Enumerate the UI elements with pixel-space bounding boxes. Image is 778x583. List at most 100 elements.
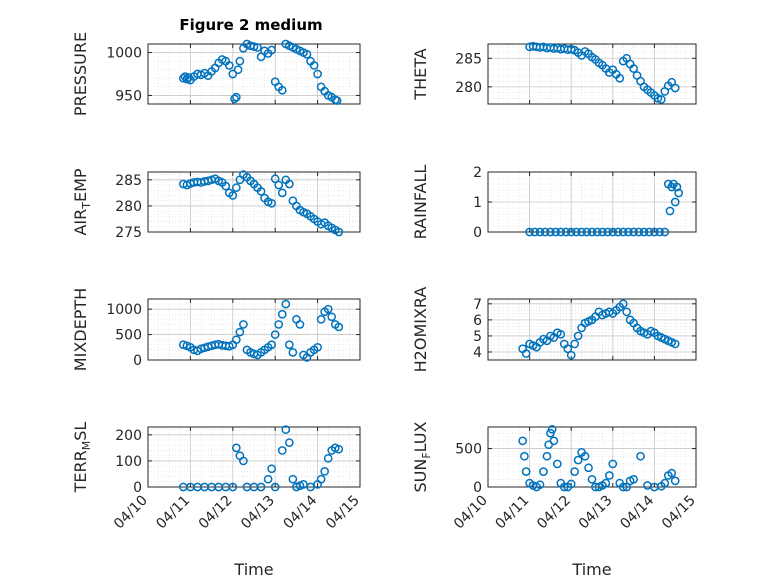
- y-axis-label: AIRTEMP: [71, 168, 93, 235]
- data-point: [629, 64, 638, 73]
- data-point: [295, 320, 305, 329]
- data-point: [670, 83, 680, 93]
- data-point: [316, 474, 326, 484]
- data-point: [566, 350, 576, 360]
- data-point: [256, 186, 266, 196]
- data-point: [542, 451, 552, 461]
- data-point: [277, 309, 287, 319]
- y-tick-label: 280: [115, 199, 142, 215]
- data-point: [582, 227, 592, 237]
- data-point: [309, 61, 319, 70]
- y-tick-label: 500: [455, 442, 482, 458]
- data-point: [530, 227, 540, 237]
- data-point: [521, 349, 531, 358]
- data-point: [239, 320, 248, 329]
- data-point: [281, 299, 291, 309]
- subplot-theta: 280 285 THETA: [411, 41, 697, 105]
- axes-box: [487, 298, 697, 361]
- y-tick-label: 1: [473, 195, 482, 211]
- data-point: [556, 329, 566, 339]
- data-point: [274, 180, 284, 190]
- data-point: [323, 453, 333, 463]
- data-point: [561, 227, 571, 237]
- data-point: [233, 65, 243, 75]
- data-point: [601, 478, 611, 488]
- data-series: [178, 299, 344, 362]
- data-series: [178, 425, 344, 492]
- data-point: [636, 451, 645, 461]
- data-point: [539, 467, 548, 476]
- y-axis-label: PRESSURE: [71, 32, 90, 116]
- data-point: [277, 85, 287, 95]
- data-point: [622, 307, 632, 317]
- y-tick-label: 0: [473, 225, 482, 241]
- data-point: [566, 479, 576, 489]
- subplot-pressure: 950 1000 PRESSURE: [71, 32, 361, 116]
- axes-box: [147, 171, 361, 233]
- data-point: [608, 459, 618, 469]
- data-series: [525, 179, 684, 237]
- data-point: [228, 69, 238, 79]
- data-point: [624, 227, 633, 237]
- data-point: [316, 314, 326, 324]
- y-axis-label: RAINFALL: [411, 165, 430, 240]
- y-axis-label-part: LUX: [411, 421, 430, 452]
- data-point: [267, 340, 277, 350]
- data-point: [655, 227, 664, 237]
- data-point: [270, 330, 280, 339]
- y-tick-label: 5: [473, 329, 482, 345]
- data-point: [667, 468, 677, 478]
- data-point: [540, 227, 550, 237]
- data-point: [334, 444, 344, 454]
- data-point: [520, 451, 529, 461]
- y-axis-label-subscript: T: [80, 202, 93, 210]
- y-tick-label: 4: [473, 345, 482, 361]
- data-point: [284, 340, 294, 350]
- y-axis-label: MIXDEPTH: [71, 288, 90, 371]
- data-point: [284, 438, 294, 448]
- axes-box: [147, 298, 361, 361]
- data-point: [570, 339, 580, 349]
- data-point: [267, 464, 277, 474]
- y-tick-label: 275: [115, 225, 142, 241]
- data-point: [224, 61, 234, 70]
- data-point: [546, 227, 555, 237]
- data-point: [549, 436, 559, 446]
- data-point: [270, 174, 280, 184]
- data-point: [521, 467, 531, 476]
- y-tick-label: 280: [455, 80, 482, 96]
- data-point: [660, 227, 670, 237]
- data-point: [267, 45, 277, 55]
- y-tick-label: 0: [133, 480, 142, 496]
- data-point: [323, 304, 333, 314]
- data-point: [608, 227, 618, 237]
- subplot-rainfall: 0 1 2 RAINFALL: [411, 165, 697, 241]
- data-series: [178, 170, 344, 237]
- y-axis-label-part: TERR: [71, 450, 90, 493]
- data-point: [604, 471, 614, 480]
- data-point: [644, 227, 654, 237]
- data-point: [231, 183, 241, 193]
- data-point: [256, 482, 266, 492]
- axes-box: [147, 426, 361, 488]
- data-point: [656, 95, 666, 104]
- x-axis-label: Time: [233, 560, 273, 579]
- y-tick-label: 285: [455, 51, 482, 67]
- data-point: [288, 348, 298, 357]
- data-point: [334, 227, 344, 237]
- data-point: [239, 456, 248, 466]
- y-tick-label: 500: [115, 328, 142, 344]
- data-point: [584, 463, 593, 473]
- data-point: [577, 227, 586, 237]
- data-point: [270, 482, 280, 492]
- data-point: [277, 446, 287, 455]
- data-point: [221, 181, 231, 191]
- data-point: [284, 179, 294, 189]
- data-point: [231, 92, 241, 102]
- y-tick-label: 7: [473, 297, 482, 313]
- y-tick-label: 2: [473, 165, 482, 181]
- data-point: [592, 227, 602, 237]
- data-point: [573, 455, 583, 465]
